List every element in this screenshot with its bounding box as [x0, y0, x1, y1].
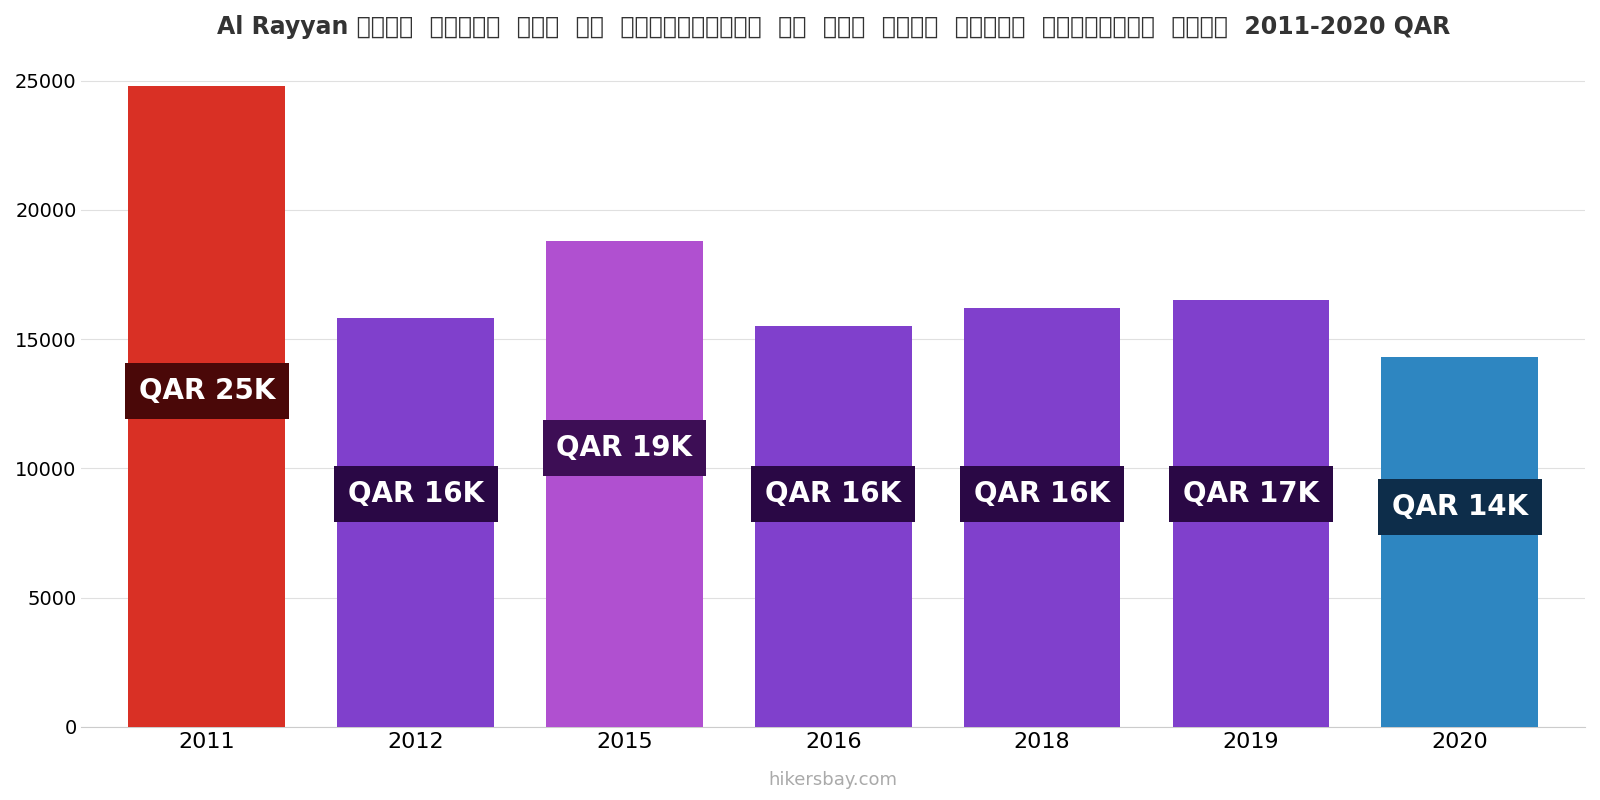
Title: Al Rayyan सिटी  सेंटर  में  एक  अपार्टमेंट  के  लिए  कीमत  प्रति  स्क्वायर  मीटर: Al Rayyan सिटी सेंटर में एक अपार्टमेंट क…: [216, 15, 1450, 39]
Text: hikersbay.com: hikersbay.com: [768, 771, 898, 790]
Bar: [128, 86, 285, 726]
Bar: [1381, 357, 1538, 726]
Text: QAR 17K: QAR 17K: [1182, 480, 1318, 508]
Text: QAR 14K: QAR 14K: [1392, 493, 1528, 521]
Text: QAR 16K: QAR 16K: [765, 480, 901, 508]
Bar: [1173, 300, 1330, 726]
Text: QAR 25K: QAR 25K: [139, 377, 275, 405]
Text: QAR 16K: QAR 16K: [347, 480, 483, 508]
Text: QAR 16K: QAR 16K: [974, 480, 1110, 508]
Bar: [963, 308, 1120, 726]
Text: QAR 19K: QAR 19K: [557, 434, 693, 462]
Bar: [338, 318, 494, 726]
Bar: [755, 326, 912, 726]
Bar: [546, 241, 702, 726]
